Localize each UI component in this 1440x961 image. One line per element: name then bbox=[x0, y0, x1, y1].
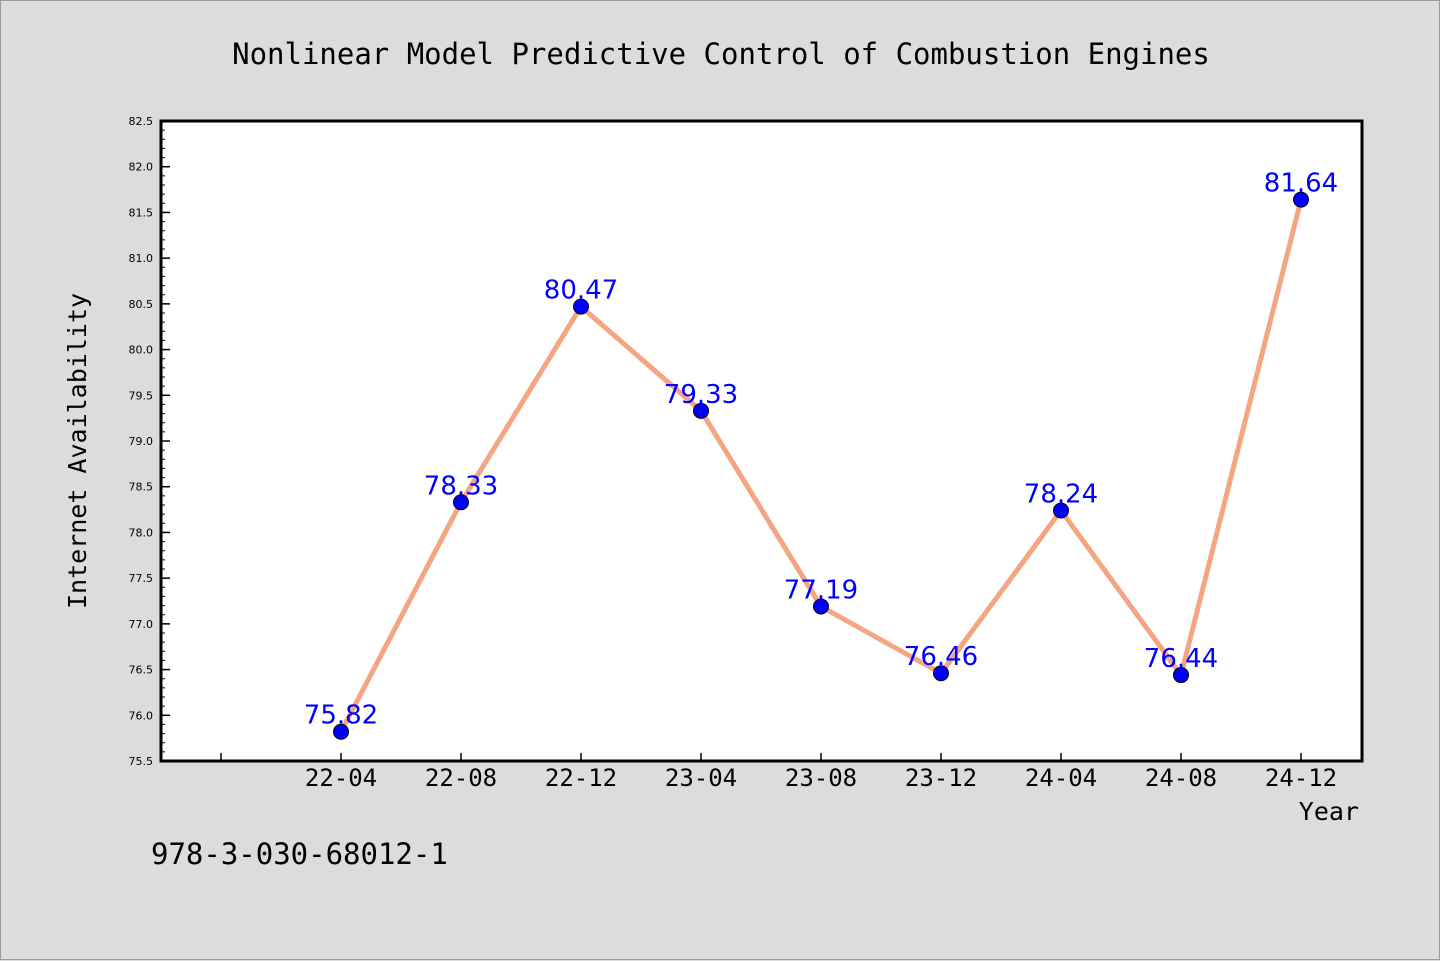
x-tick-label: 24-04 bbox=[1025, 764, 1097, 792]
x-tick-label: 24-08 bbox=[1145, 764, 1217, 792]
x-tick-label: 22-12 bbox=[545, 764, 617, 792]
data-value-label: 75.82 bbox=[304, 701, 378, 731]
x-tick-label: 23-08 bbox=[785, 764, 857, 792]
data-value-label: 80.47 bbox=[544, 276, 618, 306]
data-value-label: 79.33 bbox=[664, 380, 738, 410]
data-point-marker bbox=[1293, 191, 1309, 208]
data-labels: 75.82 78.33 80.47 79.33 77.19 76.46 78.24 76.44… bbox=[304, 169, 1338, 731]
x-tick-label: 22-08 bbox=[425, 764, 497, 792]
data-point-marker bbox=[1053, 502, 1069, 519]
y-tick-label: 81.0 bbox=[129, 252, 154, 265]
y-tick-label: 80.5 bbox=[129, 298, 154, 311]
isbn-caption: 978-3-030-68012-1 bbox=[151, 837, 448, 871]
x-tick-label: 23-04 bbox=[665, 764, 737, 792]
chart-title: Nonlinear Model Predictive Control of Co… bbox=[232, 37, 1210, 71]
x-tick-label: 24-12 bbox=[1265, 764, 1337, 792]
y-tick-label: 78.0 bbox=[129, 526, 154, 539]
x-tick-label: 23-12 bbox=[905, 764, 977, 792]
data-point-marker bbox=[333, 723, 349, 740]
data-value-label: 76.46 bbox=[904, 642, 978, 672]
plot-area bbox=[161, 121, 1362, 761]
data-point-marker bbox=[1173, 667, 1189, 684]
data-point-marker bbox=[933, 665, 949, 682]
y-tick-label: 76.5 bbox=[129, 664, 154, 677]
plot-border bbox=[159, 119, 1364, 763]
y-tick-label: 79.0 bbox=[129, 435, 154, 448]
y-tick-label: 81.5 bbox=[129, 206, 154, 219]
data-markers bbox=[333, 191, 1309, 740]
data-point-marker bbox=[693, 402, 709, 419]
x-axis-ticks: 22-04 22-08 22-12 23-04 23-08 23-12 24-04 24-08… bbox=[220, 753, 1337, 792]
data-value-label: 78.33 bbox=[424, 471, 498, 501]
y-tick-label: 75.5 bbox=[129, 755, 154, 768]
y-axis-ticks: 75.5 76.0 76.5 77.0 77.5 78.0 78.5 79.0 79.5 80.0… bbox=[129, 115, 170, 768]
y-tick-label: 82.5 bbox=[129, 115, 154, 128]
data-value-label: 76.44 bbox=[1144, 644, 1218, 674]
x-tick-label: 22-04 bbox=[305, 764, 377, 792]
y-tick-label: 79.5 bbox=[129, 389, 154, 402]
data-point-marker bbox=[813, 598, 829, 615]
data-value-label: 78.24 bbox=[1024, 479, 1098, 509]
x-axis-label: Year bbox=[1299, 797, 1359, 826]
y-tick-label: 78.5 bbox=[129, 481, 154, 494]
y-tick-label: 77.0 bbox=[129, 618, 154, 631]
y-tick-label: 76.0 bbox=[129, 709, 154, 722]
data-point-marker bbox=[453, 494, 469, 511]
data-value-label: 81.64 bbox=[1264, 169, 1338, 199]
data-value-label: 77.19 bbox=[784, 575, 858, 605]
y-tick-label: 82.0 bbox=[129, 161, 154, 174]
y-tick-label: 80.0 bbox=[129, 344, 154, 357]
data-point-marker bbox=[573, 298, 589, 315]
y-tick-label: 77.5 bbox=[129, 572, 154, 585]
y-axis-label: Internet Availability bbox=[63, 293, 92, 609]
